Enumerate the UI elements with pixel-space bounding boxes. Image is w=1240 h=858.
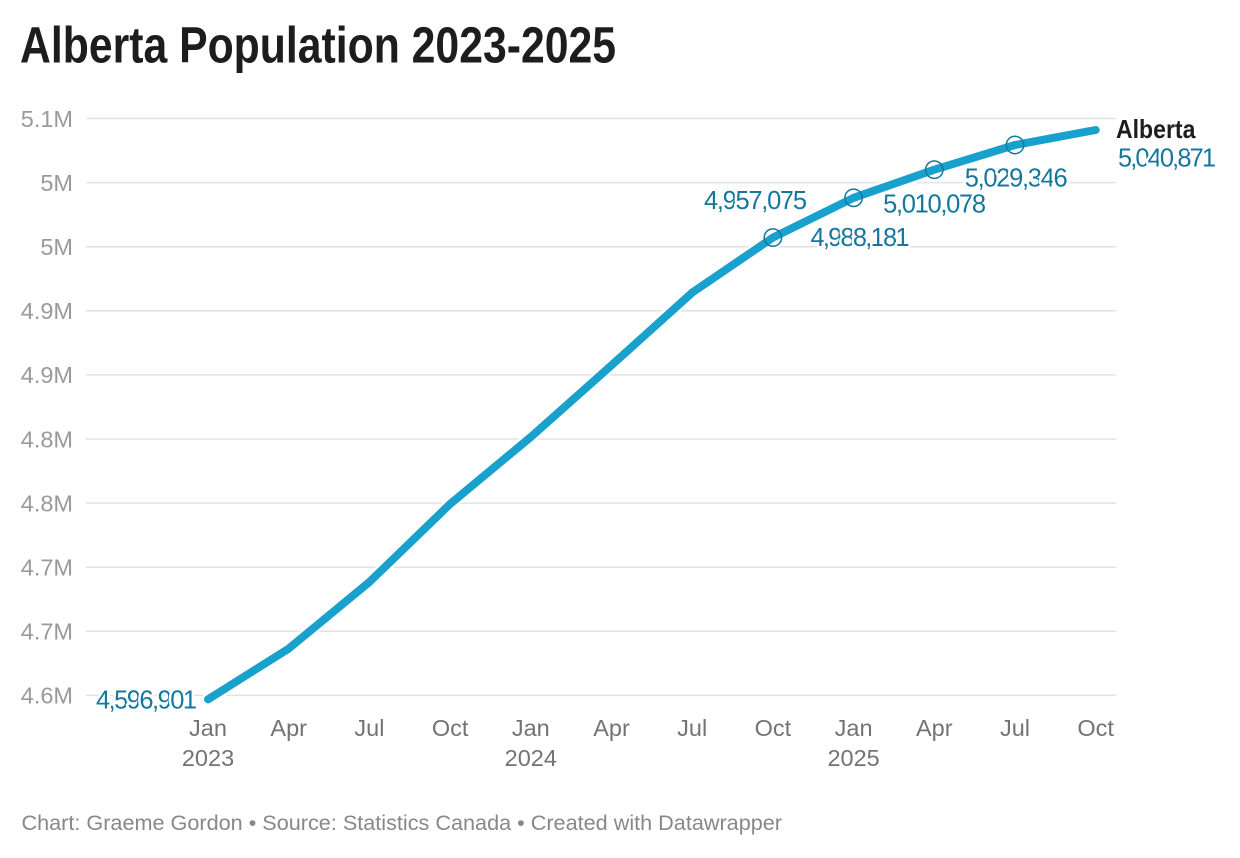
svg-text:5M: 5M <box>40 170 73 196</box>
svg-text:Jul: Jul <box>677 715 707 741</box>
svg-text:Apr: Apr <box>593 715 630 741</box>
svg-text:2023: 2023 <box>182 745 234 771</box>
svg-text:4.7M: 4.7M <box>21 555 73 581</box>
svg-text:4.8M: 4.8M <box>21 491 73 517</box>
svg-text:Jan: Jan <box>189 715 227 741</box>
svg-text:Oct: Oct <box>755 715 792 741</box>
svg-text:4,988,181: 4,988,181 <box>811 224 910 252</box>
svg-text:4.8M: 4.8M <box>21 427 73 453</box>
svg-text:5.1M: 5.1M <box>21 106 73 132</box>
svg-text:Apr: Apr <box>916 715 953 741</box>
svg-text:Alberta Population 2023-2025: Alberta Population 2023-2025 <box>20 17 616 74</box>
svg-text:Chart: Graeme Gordon • Source:: Chart: Graeme Gordon • Source: Statistic… <box>22 812 783 835</box>
svg-text:Alberta: Alberta <box>1116 114 1196 144</box>
svg-text:Jul: Jul <box>354 715 384 741</box>
svg-text:4,596,901: 4,596,901 <box>96 687 197 715</box>
svg-text:Apr: Apr <box>270 715 307 741</box>
svg-text:4,957,075: 4,957,075 <box>704 187 807 215</box>
svg-text:2024: 2024 <box>505 745 557 771</box>
svg-text:4.9M: 4.9M <box>21 362 73 388</box>
svg-text:4.9M: 4.9M <box>21 298 73 324</box>
svg-text:5M: 5M <box>40 234 73 260</box>
svg-text:Jul: Jul <box>1000 715 1030 741</box>
svg-text:Jan: Jan <box>835 715 873 741</box>
svg-text:2025: 2025 <box>827 745 879 771</box>
svg-text:Jan: Jan <box>512 715 550 741</box>
svg-text:4.7M: 4.7M <box>21 619 73 645</box>
svg-text:5,040,871: 5,040,871 <box>1118 145 1216 173</box>
svg-text:Oct: Oct <box>1077 715 1114 741</box>
svg-text:4.6M: 4.6M <box>21 683 73 709</box>
svg-text:5,010,078: 5,010,078 <box>883 191 986 219</box>
svg-text:5,029,346: 5,029,346 <box>965 165 1068 193</box>
svg-text:Oct: Oct <box>432 715 469 741</box>
